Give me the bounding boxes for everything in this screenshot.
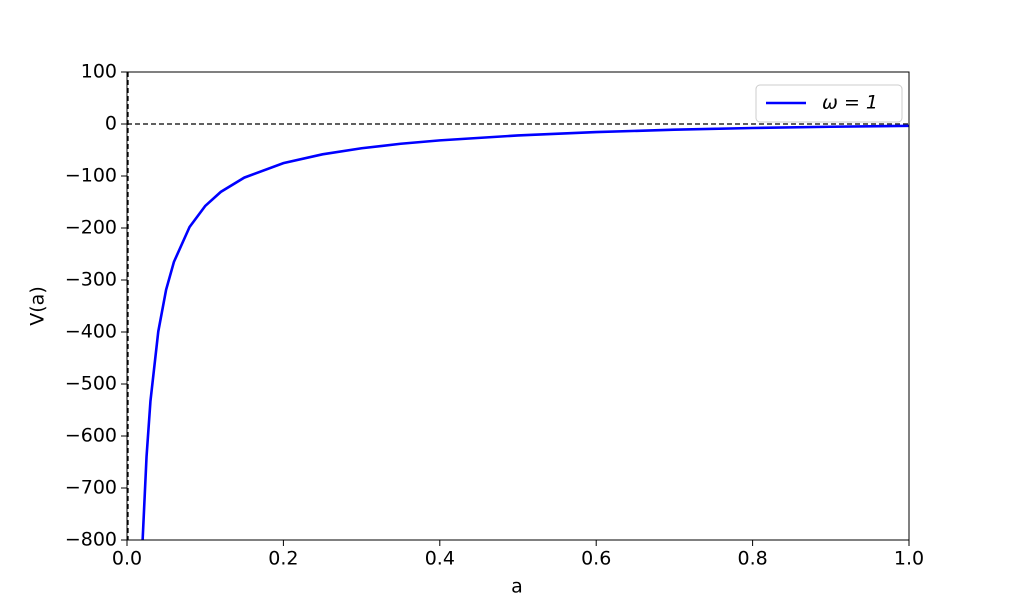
legend-label: ω = 1 bbox=[822, 92, 878, 114]
x-tick-label: 0.0 bbox=[112, 548, 142, 570]
y-tick-label: −700 bbox=[65, 477, 117, 499]
y-tick-label: −500 bbox=[65, 373, 117, 395]
y-tick-label: −400 bbox=[65, 321, 117, 343]
y-tick-label: −300 bbox=[65, 269, 117, 291]
legend-box bbox=[755, 84, 903, 123]
data-line bbox=[141, 124, 909, 540]
x-tick-label: 0.2 bbox=[268, 548, 298, 570]
y-tick-label: −200 bbox=[65, 217, 117, 239]
y-axis-label: V(a) bbox=[27, 286, 49, 325]
y-tick-label: −100 bbox=[65, 165, 117, 187]
x-tick-label: 1.0 bbox=[894, 548, 924, 570]
y-tick-label: −600 bbox=[65, 425, 117, 447]
x-tick-label: 0.8 bbox=[737, 548, 767, 570]
y-tick-label: 0 bbox=[105, 113, 117, 135]
x-tick-label: 0.6 bbox=[581, 548, 611, 570]
x-axis-label: a bbox=[511, 576, 523, 598]
y-tick-label: 100 bbox=[81, 61, 117, 83]
y-tick-label: −800 bbox=[65, 529, 117, 551]
plot-frame bbox=[126, 71, 910, 541]
x-tick-label: 0.4 bbox=[425, 548, 455, 570]
